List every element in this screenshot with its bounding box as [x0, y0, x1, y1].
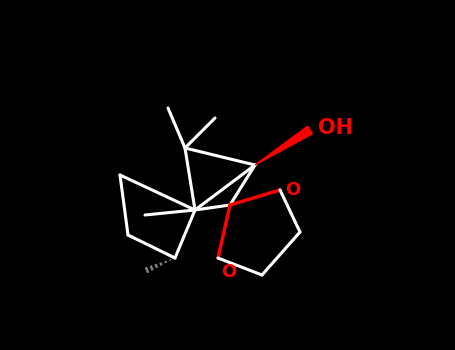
Text: OH: OH [318, 118, 353, 138]
Polygon shape [255, 126, 313, 165]
Text: O: O [221, 263, 236, 281]
Text: O: O [285, 181, 300, 199]
